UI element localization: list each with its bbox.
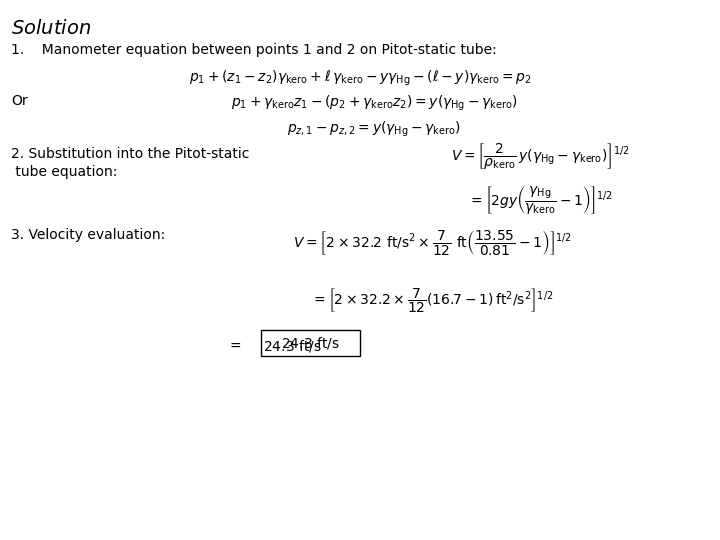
Text: $p_{z,1} - p_{z,2} = y(\gamma_{\rm Hg} - \gamma_{\rm kero})$: $p_{z,1} - p_{z,2} = y(\gamma_{\rm Hg} -… [287, 120, 462, 139]
Text: $p_1 + \gamma_{\rm kero}z_1 - (p_2 + \gamma_{\rm kero}z_2) = y(\gamma_{\rm Hg} -: $p_1 + \gamma_{\rm kero}z_1 - (p_2 + \ga… [231, 94, 518, 113]
Text: $24.3\ \mathrm{ft/s}$: $24.3\ \mathrm{ft/s}$ [281, 335, 340, 352]
Text: $\mathbf{\mathit{Solution}}$: $\mathbf{\mathit{Solution}}$ [11, 19, 91, 38]
Text: $24.3\ \mathrm{ft/s}$: $24.3\ \mathrm{ft/s}$ [263, 338, 322, 354]
Text: $V = \left[\dfrac{2}{\rho_{\rm kero}}\,y(\gamma_{\rm Hg} - \gamma_{\rm kero})\ri: $V = \left[\dfrac{2}{\rho_{\rm kero}}\,y… [451, 141, 629, 172]
Text: $=$: $=$ [227, 338, 242, 352]
Text: Or: Or [11, 94, 27, 108]
Text: 2. Substitution into the Pitot-static: 2. Substitution into the Pitot-static [11, 147, 249, 161]
Text: $= \left[2 \times 32.2 \times \dfrac{7}{12}(16.7 - 1)\,\mathrm{ft^2/s^2}\right]^: $= \left[2 \times 32.2 \times \dfrac{7}{… [311, 286, 553, 314]
Text: 1.    Manometer equation between points 1 and 2 on Pitot-static tube:: 1. Manometer equation between points 1 a… [11, 43, 497, 57]
Text: $p_1 + (z_1 - z_2)\gamma_{\rm kero} + \ell\,\gamma_{\rm kero} - y\gamma_{\rm Hg}: $p_1 + (z_1 - z_2)\gamma_{\rm kero} + \e… [189, 69, 531, 88]
Text: 3. Velocity evaluation:: 3. Velocity evaluation: [11, 228, 165, 242]
Text: $= \left[2gy\left(\dfrac{\gamma_{\rm Hg}}{\gamma_{\rm kero}} - 1\right)\right]^{: $= \left[2gy\left(\dfrac{\gamma_{\rm Hg}… [467, 184, 613, 215]
Text: tube equation:: tube equation: [11, 165, 117, 179]
Text: $V = \left[2 \times 32.2\ \mathrm{ft/s^2} \times \dfrac{7}{12}\ \mathrm{ft}\left: $V = \left[2 \times 32.2\ \mathrm{ft/s^2… [292, 228, 572, 257]
Bar [261, 330, 360, 356]
